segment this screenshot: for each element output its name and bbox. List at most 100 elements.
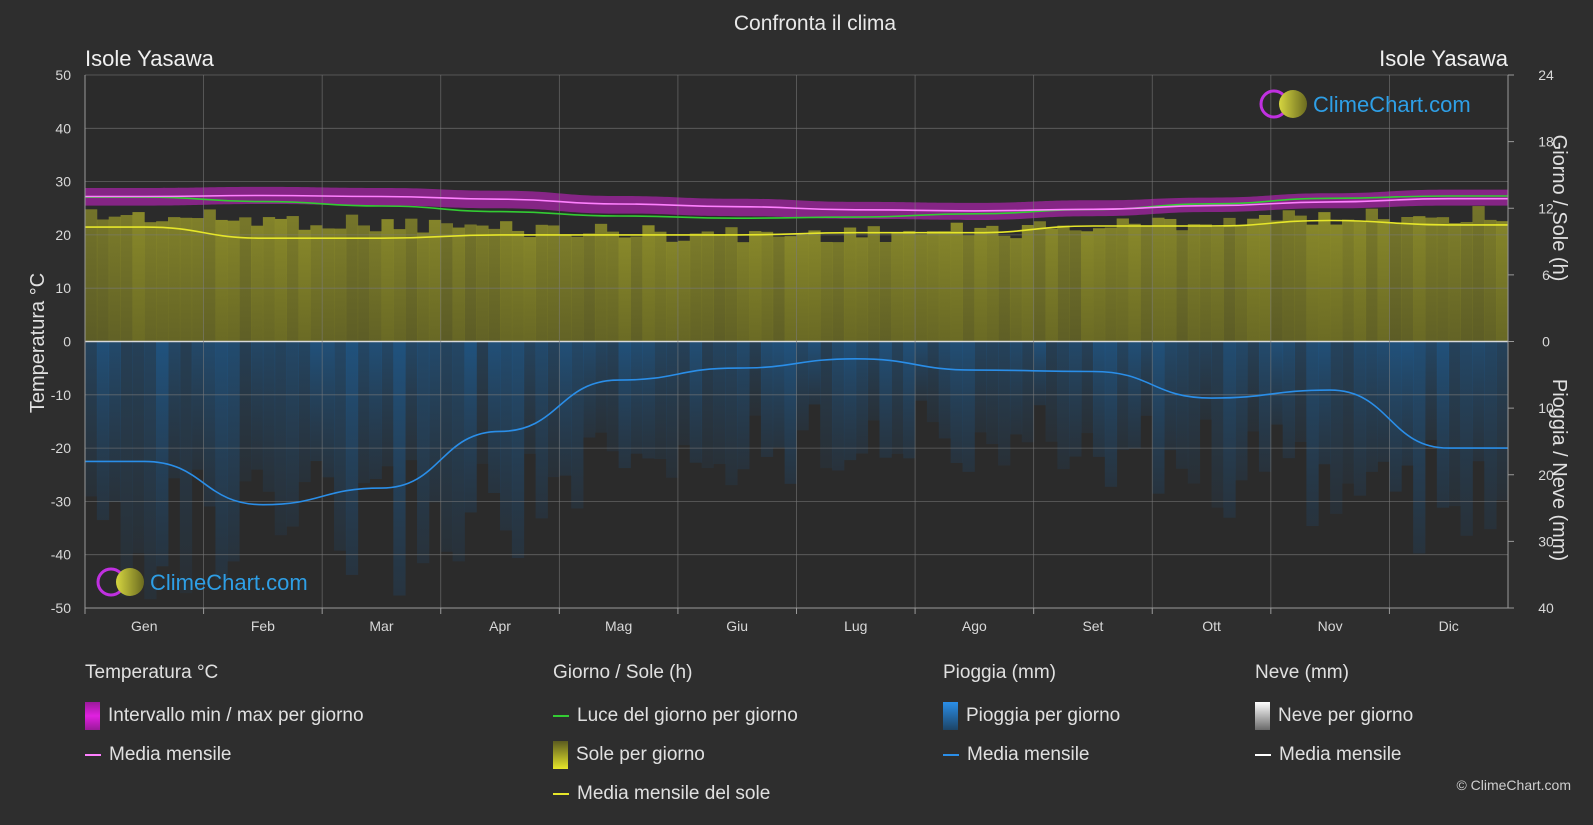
rain-bar: [1164, 341, 1177, 451]
sun-bar: [855, 237, 869, 342]
legend-item-snow: Neve per giorno: [1255, 696, 1413, 735]
sun-bar: [760, 231, 774, 342]
sun-bar: [108, 216, 121, 342]
sun-bar: [1484, 219, 1497, 342]
sun-bar: [417, 232, 430, 342]
rain-bar: [120, 341, 133, 597]
rain-bar: [1187, 341, 1201, 484]
sun-bar: [1247, 218, 1260, 342]
rain-bar: [867, 341, 880, 421]
sun-bar: [1365, 208, 1378, 342]
sun-bar: [262, 217, 276, 342]
rain-bar: [1033, 341, 1046, 406]
rain-bar: [701, 341, 714, 469]
sun-bar: [511, 230, 525, 342]
sun-bar: [1128, 223, 1141, 342]
rain-bar: [1057, 341, 1070, 470]
rain-bar: [239, 341, 252, 482]
y-left-tick-label: 10: [55, 280, 71, 296]
y-left-tick-label: -10: [51, 387, 71, 403]
rain-bar: [1152, 341, 1165, 494]
rain-bar: [168, 341, 181, 479]
daylight-line: [85, 195, 1508, 220]
rain-bar: [998, 341, 1011, 466]
sun-bar: [986, 225, 999, 342]
sun-bar: [1235, 225, 1248, 342]
sun-swatch: [553, 740, 568, 769]
sun-bar: [345, 214, 359, 342]
rain-bar: [749, 341, 762, 416]
legend-item-label: Neve per giorno: [1278, 704, 1414, 726]
rain-bar: [1353, 341, 1367, 496]
sun-bar: [606, 231, 620, 342]
rain-bar: [1365, 341, 1378, 472]
sun-bar: [500, 221, 513, 342]
sun-bar: [1033, 221, 1046, 342]
sun-bar: [1187, 224, 1201, 342]
rain-bar: [523, 341, 537, 454]
rain-bar: [227, 341, 240, 562]
rain-bar: [203, 341, 216, 507]
sun-bar: [168, 217, 181, 342]
sun-bar: [938, 231, 952, 342]
rain-bar: [393, 341, 406, 596]
sun-bar: [666, 241, 679, 342]
y-right-bottom-tick-label: 20: [1538, 467, 1554, 483]
rain-bar: [262, 341, 276, 492]
x-tick-label: Giu: [726, 618, 748, 634]
rain-bar: [1235, 341, 1248, 481]
y-right-top-tick-label: 6: [1542, 267, 1550, 283]
rain-bar: [938, 341, 952, 439]
rain-bar: [1199, 341, 1212, 420]
y-right-top-tick-label: 0: [1542, 334, 1550, 350]
rain-bar: [1460, 341, 1473, 536]
y-left-tick-label: 40: [55, 120, 71, 136]
sun-bar: [393, 229, 406, 342]
legend-item-label: Media mensile del sole: [577, 782, 771, 804]
sun-bar: [156, 221, 169, 342]
rain-bar: [666, 341, 679, 478]
sun-bar: [926, 231, 940, 342]
temp-range-swatch: [85, 701, 100, 730]
sun-bar: [357, 225, 370, 342]
sun-bar: [191, 218, 204, 342]
sun-bar: [843, 227, 857, 342]
sun-bar: [286, 216, 299, 342]
y-left-tick-label: -20: [51, 440, 71, 456]
sun-mean-line: [85, 219, 1508, 240]
sun-bar: [203, 209, 216, 342]
rain-bar: [428, 341, 442, 503]
sun-bar: [251, 225, 264, 342]
sun-bar: [179, 217, 193, 342]
rain-bar: [535, 341, 548, 519]
chart-title: Confronta il clima: [734, 12, 897, 35]
x-tick-label: Set: [1082, 618, 1103, 634]
rain-bar: [630, 341, 643, 454]
y-right-top-tick-label: 18: [1538, 134, 1554, 150]
sun-bar: [1294, 215, 1307, 342]
rain-bar: [1116, 341, 1129, 450]
watermark-top: ClimeChart.com: [1259, 89, 1471, 119]
logo-sun-icon: [116, 568, 144, 596]
rain-bar: [357, 341, 370, 484]
sun-bar: [1199, 224, 1212, 342]
rain-bar: [618, 341, 631, 469]
rain-bar: [1484, 341, 1497, 530]
sun-bar: [476, 225, 489, 342]
rain-bar: [381, 341, 394, 467]
legend-item-label: Luce del giorno per giorno: [577, 704, 798, 726]
rain-bar: [1270, 341, 1284, 425]
sun-bar: [1258, 214, 1272, 342]
sun-bars: [85, 206, 1509, 342]
rain-bar: [322, 341, 335, 478]
legend-item-label: Media mensile: [967, 743, 1090, 765]
y-left-tick-label: 30: [55, 174, 71, 190]
sun-bar: [1104, 227, 1118, 342]
y-right-bottom-tick-label: 30: [1538, 533, 1554, 549]
rain-bar: [713, 341, 726, 465]
rain-bar: [1424, 341, 1438, 441]
sun-bar: [144, 222, 157, 342]
rain-bar: [1377, 341, 1390, 462]
sun-bar: [1116, 218, 1129, 342]
